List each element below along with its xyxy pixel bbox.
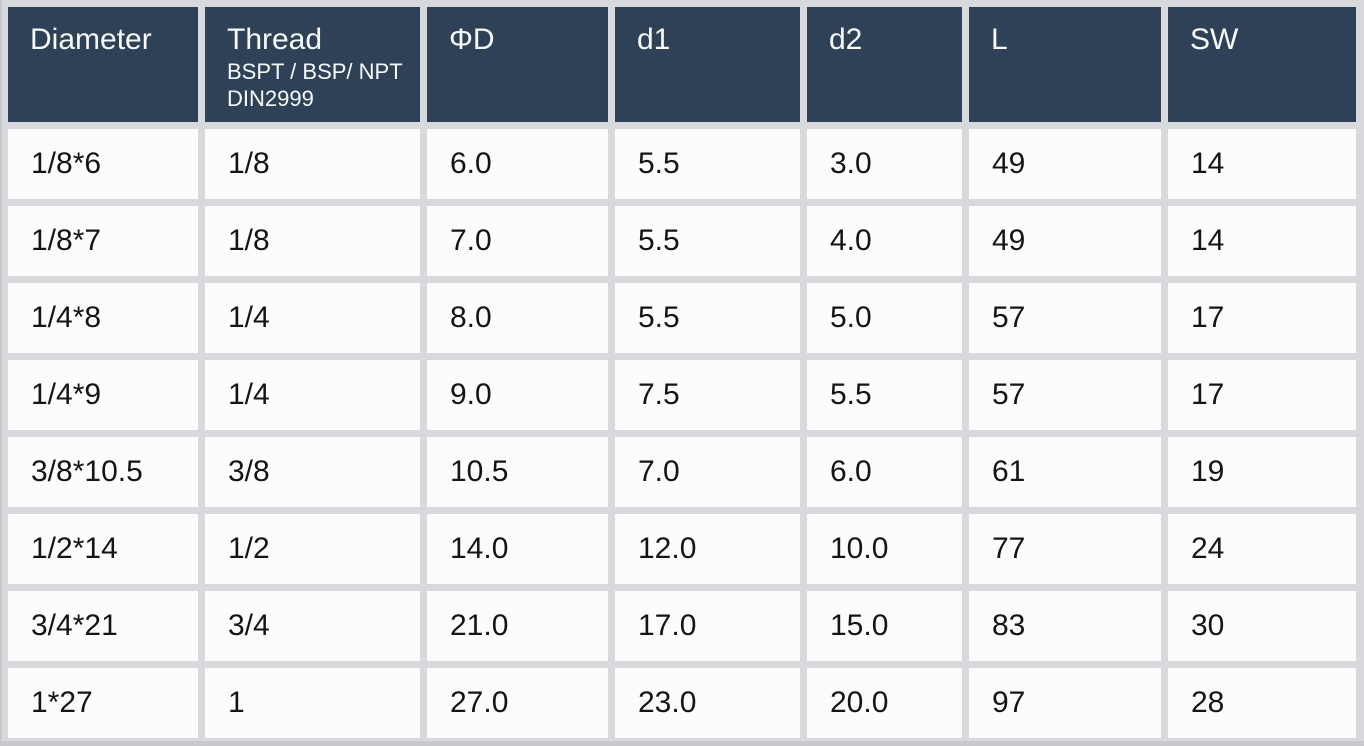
table-cell: 12.0 (615, 514, 800, 584)
table-cell: 5.5 (615, 129, 800, 199)
column-header-d1: d1 (615, 7, 800, 122)
column-header-label: d1 (637, 23, 671, 56)
column-header-label: Thread (227, 23, 323, 56)
table-cell: 77 (969, 514, 1161, 584)
table-cell: 10.0 (807, 514, 962, 584)
table-cell: 3/8*10.5 (8, 437, 198, 507)
table-cell: 49 (969, 206, 1161, 276)
column-header-subtitle: BSPT / BSP/ NPT (227, 59, 403, 84)
spec-table: Diameter Thread BSPT / BSP/ NPT DIN2999 … (8, 7, 1356, 738)
column-header-diameter: Diameter (8, 7, 198, 122)
table-cell: 21.0 (427, 591, 608, 661)
table-cell: 57 (969, 360, 1161, 430)
table-cell: 1/8 (205, 206, 420, 276)
table-cell: 14 (1168, 129, 1356, 199)
table-cell: 14.0 (427, 514, 608, 584)
table-cell: 7.0 (615, 437, 800, 507)
column-header-thread: Thread BSPT / BSP/ NPT DIN2999 (205, 7, 420, 122)
table-cell: 7.0 (427, 206, 608, 276)
column-header-sw: SW (1168, 7, 1356, 122)
column-header-subtitle: DIN2999 (227, 86, 314, 111)
table-cell: 1/8 (205, 129, 420, 199)
column-header-phi-d: ΦD (427, 7, 608, 122)
table-cell: 5.5 (615, 283, 800, 353)
column-header-label: SW (1190, 23, 1239, 56)
table-cell: 1/8*7 (8, 206, 198, 276)
table-cell: 17.0 (615, 591, 800, 661)
table-cell: 97 (969, 668, 1161, 738)
table-cell: 24 (1168, 514, 1356, 584)
table-cell: 3/4*21 (8, 591, 198, 661)
table-cell: 10.5 (427, 437, 608, 507)
table-cell: 1/4*9 (8, 360, 198, 430)
table-cell: 6.0 (807, 437, 962, 507)
table-cell: 1/2*14 (8, 514, 198, 584)
table-cell: 49 (969, 129, 1161, 199)
table-cell: 5.0 (807, 283, 962, 353)
table-cell: 17 (1168, 360, 1356, 430)
column-header-l: L (969, 7, 1161, 122)
table-cell: 19 (1168, 437, 1356, 507)
table-cell: 57 (969, 283, 1161, 353)
table-cell: 1 (205, 668, 420, 738)
table-cell: 3/8 (205, 437, 420, 507)
column-header-label: d2 (829, 23, 863, 56)
table-cell: 1/4 (205, 283, 420, 353)
table-cell: 9.0 (427, 360, 608, 430)
table-cell: 17 (1168, 283, 1356, 353)
table-cell: 1/8*6 (8, 129, 198, 199)
column-header-label: ΦD (449, 23, 495, 56)
table-cell: 1/4 (205, 360, 420, 430)
table-cell: 30 (1168, 591, 1356, 661)
table-cell: 8.0 (427, 283, 608, 353)
table-cell: 7.5 (615, 360, 800, 430)
column-header-label: L (991, 23, 1008, 56)
table-cell: 15.0 (807, 591, 962, 661)
column-header-d2: d2 (807, 7, 962, 122)
table-cell: 1*27 (8, 668, 198, 738)
table-cell: 27.0 (427, 668, 608, 738)
table-cell: 4.0 (807, 206, 962, 276)
table-cell: 6.0 (427, 129, 608, 199)
table-cell: 5.5 (615, 206, 800, 276)
table-cell: 61 (969, 437, 1161, 507)
table-cell: 3/4 (205, 591, 420, 661)
table-cell: 5.5 (807, 360, 962, 430)
table-cell: 23.0 (615, 668, 800, 738)
table-cell: 1/4*8 (8, 283, 198, 353)
table-cell: 28 (1168, 668, 1356, 738)
table-cell: 83 (969, 591, 1161, 661)
column-header-label: Diameter (30, 23, 152, 56)
table-cell: 14 (1168, 206, 1356, 276)
table-cell: 3.0 (807, 129, 962, 199)
table-cell: 1/2 (205, 514, 420, 584)
table-cell: 20.0 (807, 668, 962, 738)
